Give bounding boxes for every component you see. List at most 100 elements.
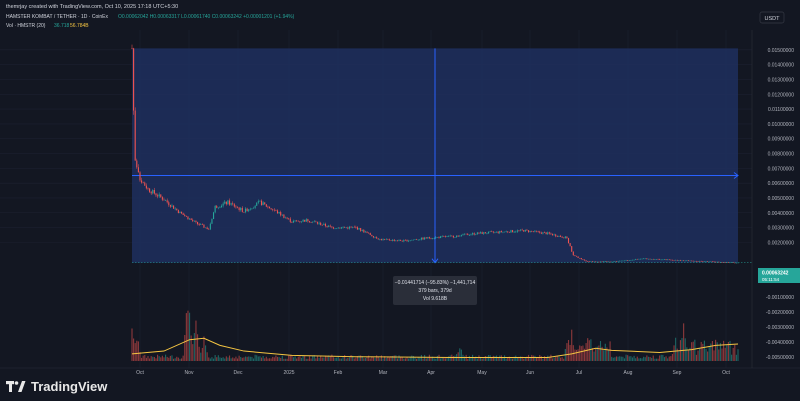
volume-bar bbox=[727, 341, 729, 361]
candle-body bbox=[169, 204, 171, 207]
candle-body bbox=[702, 261, 704, 262]
candle-body bbox=[670, 259, 672, 261]
volume-bar bbox=[511, 358, 514, 361]
candle-body bbox=[687, 260, 689, 262]
candle-body bbox=[673, 259, 675, 261]
volume-bar bbox=[216, 357, 218, 361]
symbol-title[interactable]: HAMSTER KOMBAT / TETHER · 1D · CoinEx bbox=[6, 14, 108, 20]
candle-body bbox=[182, 213, 184, 215]
candle-body bbox=[448, 235, 450, 237]
volume-bar bbox=[297, 356, 299, 361]
candle-body bbox=[638, 258, 640, 260]
volume-bar bbox=[392, 355, 394, 361]
volume-bar bbox=[556, 355, 558, 361]
candle-body bbox=[652, 259, 654, 260]
volume-bar bbox=[296, 358, 298, 361]
volume-bar bbox=[411, 355, 413, 361]
volume-bar bbox=[252, 358, 255, 361]
candle-body bbox=[524, 229, 526, 232]
volume-bar bbox=[171, 355, 173, 361]
candle-body bbox=[527, 230, 530, 233]
time-axis[interactable]: Oct Nov Dec 2025 Feb Mar Apr May Jun Jul Aug Sep Oct bbox=[0, 367, 800, 376]
candle-body bbox=[631, 259, 634, 261]
candle-body bbox=[470, 234, 472, 236]
candle-body bbox=[675, 259, 677, 261]
currency-button[interactable] bbox=[759, 11, 785, 24]
measure-arrow-right bbox=[733, 172, 739, 179]
candle-body bbox=[396, 240, 398, 242]
candle-body bbox=[529, 230, 531, 233]
volume-bar bbox=[460, 349, 462, 361]
candle-body bbox=[377, 238, 379, 240]
volume-bar bbox=[372, 357, 375, 361]
candle-body bbox=[558, 235, 560, 237]
candle-body bbox=[686, 260, 688, 262]
volume-bar bbox=[737, 349, 739, 361]
volume-tick-label: -0.00200000 bbox=[766, 310, 794, 316]
volume-bar bbox=[139, 352, 141, 361]
candle-body bbox=[334, 228, 336, 230]
candle-body bbox=[364, 231, 367, 233]
volume-bar bbox=[222, 357, 224, 361]
candle-body bbox=[601, 261, 603, 263]
volume-bar bbox=[582, 345, 584, 361]
price-tick-label: 0.01100000 bbox=[768, 107, 794, 113]
candle-body bbox=[361, 229, 363, 231]
candle-body bbox=[446, 236, 448, 238]
volume-bar bbox=[721, 348, 723, 361]
candle-body bbox=[676, 259, 678, 261]
candle-body bbox=[713, 261, 715, 263]
volume-bar bbox=[535, 357, 538, 361]
volume-bar bbox=[387, 356, 389, 361]
volume-bar bbox=[523, 358, 525, 361]
tradingview-logo[interactable]: TradingView bbox=[6, 379, 107, 394]
candle-body bbox=[617, 261, 619, 262]
candle-body bbox=[710, 261, 712, 263]
volume-bar bbox=[265, 356, 267, 361]
volume-bar bbox=[393, 355, 395, 361]
volume-bar bbox=[390, 356, 392, 361]
volume-bar bbox=[593, 351, 595, 361]
candle-body bbox=[366, 231, 368, 233]
candle-body bbox=[212, 212, 215, 220]
volume-bar bbox=[181, 358, 183, 361]
candle-body bbox=[324, 223, 327, 227]
candle-body bbox=[294, 220, 296, 222]
price-tick-label: 0.00700000 bbox=[768, 166, 795, 172]
candle-body bbox=[622, 260, 624, 262]
candle-body bbox=[547, 232, 549, 235]
volume-bar bbox=[467, 358, 469, 361]
candle-body bbox=[491, 231, 493, 233]
volume-bar bbox=[419, 357, 421, 361]
price-tick-label: 0.01500000 bbox=[768, 48, 795, 54]
candle-body bbox=[417, 239, 419, 241]
volume-bar bbox=[495, 355, 498, 361]
volume-bar bbox=[262, 355, 264, 361]
volume-bar bbox=[260, 357, 263, 361]
volume-bar bbox=[174, 358, 176, 361]
volume-bar bbox=[150, 356, 152, 361]
candle-body bbox=[273, 209, 275, 211]
candle-body bbox=[464, 233, 466, 235]
volume-bar bbox=[518, 356, 520, 361]
candle-body bbox=[718, 261, 720, 263]
volume-bar bbox=[368, 355, 370, 361]
volume-bar bbox=[636, 356, 638, 361]
candle-body bbox=[716, 261, 718, 263]
volume-bar bbox=[478, 355, 480, 361]
candle-body bbox=[144, 182, 146, 186]
volume-bar bbox=[342, 357, 344, 361]
volume-bar bbox=[256, 355, 258, 361]
candle-body bbox=[206, 227, 208, 230]
price-axis[interactable]: 0.01500000 0.01400000 0.01300000 0.01200000… bbox=[751, 30, 795, 368]
candle-body bbox=[347, 227, 349, 229]
candle-body bbox=[731, 262, 733, 263]
volume-bar bbox=[583, 348, 586, 361]
candle-body bbox=[308, 221, 311, 223]
volume-bar bbox=[524, 357, 526, 361]
volume-bar bbox=[227, 357, 229, 361]
volume-bar bbox=[173, 358, 175, 361]
volume-bar bbox=[588, 340, 590, 361]
candle-body bbox=[588, 261, 590, 262]
